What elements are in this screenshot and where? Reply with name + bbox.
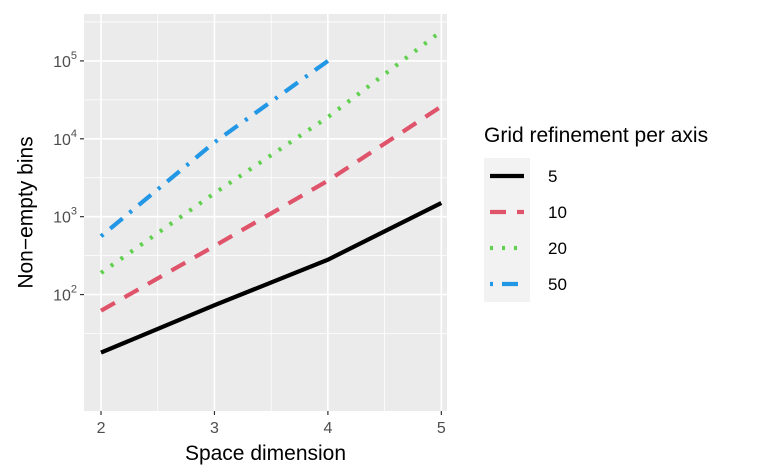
legend-label-5: 5 — [548, 167, 557, 186]
x-tick-label: 4 — [323, 420, 332, 437]
legend-label-10: 10 — [548, 203, 567, 222]
series-line-5 — [100, 201, 443, 355]
legend-label-20: 20 — [548, 239, 567, 258]
series-lines — [99, 29, 443, 355]
legend: Grid refinement per axis 5 10 20 50 — [484, 124, 708, 302]
series-line-20 — [99, 29, 443, 275]
y-axis-title: Non−empty bins — [15, 136, 38, 288]
plot-panel — [84, 14, 447, 411]
y-tick-label: 103 — [53, 206, 77, 227]
series-line-10 — [99, 104, 443, 313]
legend-label-50: 50 — [548, 275, 567, 294]
x-tick-label: 2 — [97, 420, 106, 437]
series-line-50 — [99, 59, 330, 238]
legend-title: Grid refinement per axis — [484, 124, 708, 147]
x-tick-label: 3 — [210, 420, 219, 437]
y-tick-label: 102 — [53, 284, 77, 305]
x-tick-label: 5 — [437, 420, 446, 437]
legend-items: 5 10 20 50 — [490, 167, 567, 294]
y-tick-label: 104 — [53, 128, 77, 149]
y-tick-label: 105 — [53, 50, 77, 71]
legend-keys-background — [484, 158, 530, 302]
axes: 2 3 4 5 102 103 104 105 — [53, 50, 446, 437]
x-axis-title: Space dimension — [185, 442, 346, 465]
